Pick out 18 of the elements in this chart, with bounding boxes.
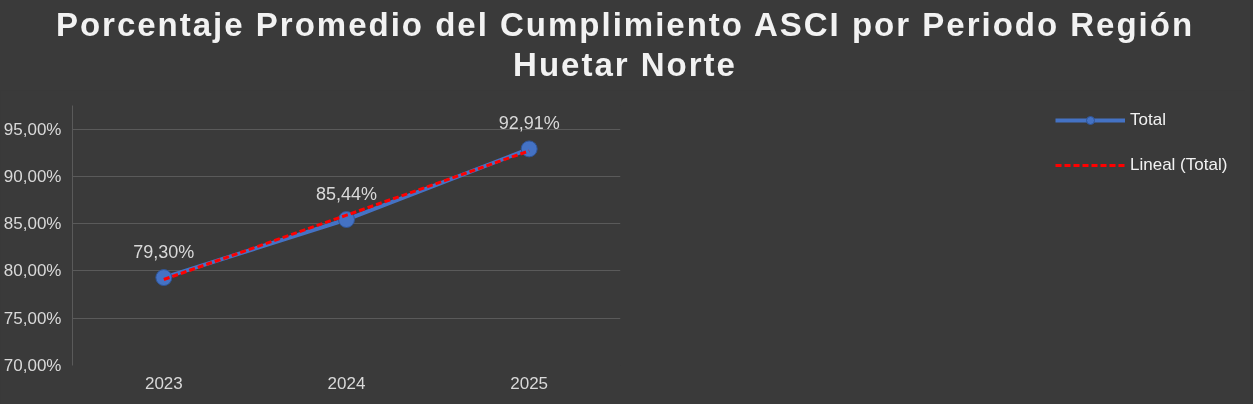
point: [338, 211, 355, 229]
y-tick-label: 80,00%: [3, 261, 62, 281]
y-tick-label: 95,00%: [3, 119, 62, 139]
chart-title: Porcentaje Promedio del Cumplimiento ASCI por Periodo Región Huetar Norte: [54, 5, 1196, 85]
x-tick-label: 2024: [327, 373, 366, 393]
point: [520, 140, 538, 158]
data-label: 79,30%: [133, 241, 195, 262]
legend-label: Lineal (Total): [1130, 155, 1229, 175]
y-tick-label: 90,00%: [3, 166, 62, 186]
data-label: 85,44%: [315, 183, 378, 204]
y-tick-label: 75,00%: [3, 308, 62, 328]
y-tick-label: 70,00%: [3, 356, 62, 375]
legend-label: Total: [1130, 110, 1167, 130]
data-label: 92,91%: [498, 112, 560, 133]
x-tick-label: 2023: [144, 373, 183, 393]
point: [155, 269, 173, 287]
y-tick-label: 85,00%: [3, 214, 62, 234]
x-tick-label: 2025: [510, 373, 549, 393]
